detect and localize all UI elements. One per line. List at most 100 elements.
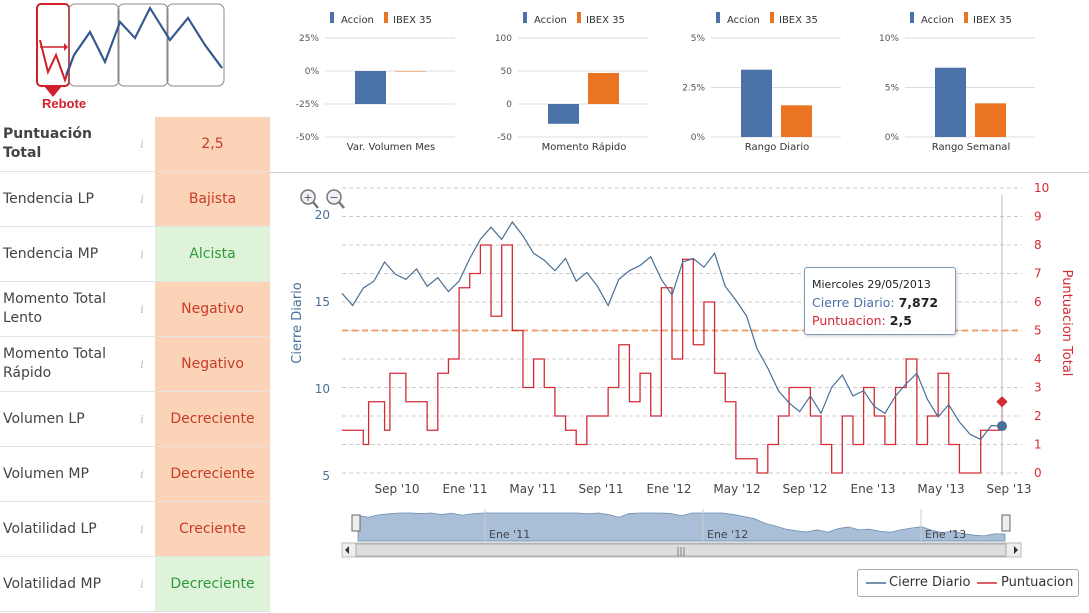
legend-accion[interactable]: Accion [727,15,760,26]
metric-label: Volumen LP [0,391,129,447]
series-puntuacion[interactable] [342,244,1003,474]
info-icon[interactable]: i [129,281,155,337]
bar-accion[interactable] [548,104,579,124]
score-marker [996,396,1008,408]
metric-value: 2,5 [155,117,270,172]
tick-label: 0% [691,133,706,143]
series-cierre-diario[interactable] [341,220,1003,441]
scrollbar[interactable]: ||| [341,542,1022,558]
legend-marker-accion [910,12,914,23]
info-icon[interactable]: i [129,556,155,612]
metric-label: Momento Total Rápido [0,336,129,392]
metric-value: Decreciente [155,391,270,447]
info-icon[interactable]: i [129,117,155,172]
metric-value: Creciente [155,501,270,557]
y2-tick-label: 3 [1034,381,1042,395]
navigator-handle-left[interactable] [351,514,361,532]
x-tick-label: Sep '12 [783,482,828,496]
y2-tick-label: 5 [1034,324,1042,338]
tick-label: 5% [885,84,900,94]
metric-row: Volatilidad LP i Creciente [0,501,270,557]
bar-accion[interactable] [935,67,966,137]
metric-label: Puntuación Total [0,117,129,172]
y2-axis-title: Puntuacion Total [1059,270,1074,377]
metric-row: Tendencia LP i Bajista [0,171,270,227]
bar-ibex[interactable] [781,105,812,137]
x-tick-label: May '13 [917,482,964,496]
legend-score[interactable]: Puntuacion [1001,575,1074,590]
info-icon[interactable]: i [129,336,155,392]
info-icon[interactable]: i [129,171,155,227]
zoom-in-icon[interactable]: + [300,189,319,209]
tick-label: 0% [305,67,320,77]
tick-label: -50 [497,133,512,143]
svg-text:+: + [303,191,312,204]
tick-label: -50% [296,133,320,143]
info-icon[interactable]: i [129,501,155,557]
tick-label: 5% [691,34,706,44]
legend-accion[interactable]: Accion [341,15,374,26]
metric-row: Momento Total Lento i Negativo [0,281,270,337]
scroll-left-icon[interactable] [345,546,349,554]
info-icon[interactable]: i [129,226,155,282]
metric-label: Volatilidad MP [0,556,129,612]
x-tick-label: Sep '11 [579,482,624,496]
legend-ibex[interactable]: IBEX 35 [973,15,1012,26]
y2-tick-label: 2 [1034,409,1042,423]
bar-accion[interactable] [355,71,386,104]
legend-ibex[interactable]: IBEX 35 [393,15,432,26]
tick-label: 10% [879,34,899,44]
metric-value: Alcista [155,226,270,282]
metrics-table: Puntuación Total i 2,5 Tendencia LP i Bajista… [0,117,270,612]
y2-tick-label: 10 [1034,181,1049,195]
pattern-frame[interactable] [166,3,225,87]
legend-marker-ibex [577,12,581,23]
legend-accion[interactable]: Accion [921,15,954,26]
mini-charts: Accion IBEX 35 25% 0% -25% -50% Var. Volumen M… [296,12,1035,153]
metric-label: Volatilidad LP [0,501,129,557]
legend-ibex[interactable]: IBEX 35 [779,15,818,26]
metric-row: Momento Total Rápido i Negativo [0,336,270,392]
navigator-tick-label: Ene '13 [925,528,966,541]
bar-ibex[interactable] [588,72,619,104]
tooltip-price-row: Cierre Diario: 7,872 [812,295,938,310]
price-marker [997,421,1007,432]
zoom-out-icon[interactable]: − [326,189,345,209]
legend-price[interactable]: Cierre Diario [889,575,971,590]
navigator-area [357,512,1006,542]
metric-label: Momento Total Lento [0,281,129,337]
y-tick-label: 10 [315,382,330,396]
x-tick-label: Ene '11 [443,482,488,496]
tooltip-score-value: 2,5 [889,313,912,328]
legend-marker-ibex [384,12,388,23]
metric-value: Decreciente [155,556,270,612]
x-tick-label: May '11 [509,482,556,496]
pattern-frame[interactable] [68,3,120,87]
chart-tooltip: Miercoles 29/05/2013 Cierre Diario: 7,87… [804,267,956,335]
navigator-tick-label: Ene '11 [489,528,530,541]
metric-label: Tendencia LP [0,171,129,227]
tick-label: 2.5% [682,84,705,94]
bar-ibex[interactable] [395,71,426,72]
bar-ibex[interactable] [975,103,1006,137]
scrollbar-thumb[interactable] [355,543,1007,557]
metric-label: Volumen MP [0,446,129,502]
info-icon[interactable]: i [129,446,155,502]
tooltip-date: Miercoles 29/05/2013 [812,278,931,291]
metric-value: Negativo [155,336,270,392]
legend-ibex[interactable]: IBEX 35 [586,15,625,26]
legend-marker-accion [330,12,334,23]
pattern-frame[interactable] [117,3,169,87]
scroll-right-icon[interactable] [1014,546,1018,554]
tooltip-score-row: Puntuacion: 2,5 [812,313,912,328]
x-tick-label: Ene '13 [851,482,896,496]
info-icon[interactable]: i [129,391,155,447]
tick-label: 50 [501,67,513,77]
navigator[interactable]: Ene '11 Ene '12 Ene '13 [351,509,1011,542]
navigator-handle-right[interactable] [1001,514,1011,532]
metric-value: Negativo [155,281,270,337]
legend-accion[interactable]: Accion [534,15,567,26]
legend-marker-ibex [770,12,774,23]
metric-label: Tendencia MP [0,226,129,282]
bar-accion[interactable] [741,69,772,137]
